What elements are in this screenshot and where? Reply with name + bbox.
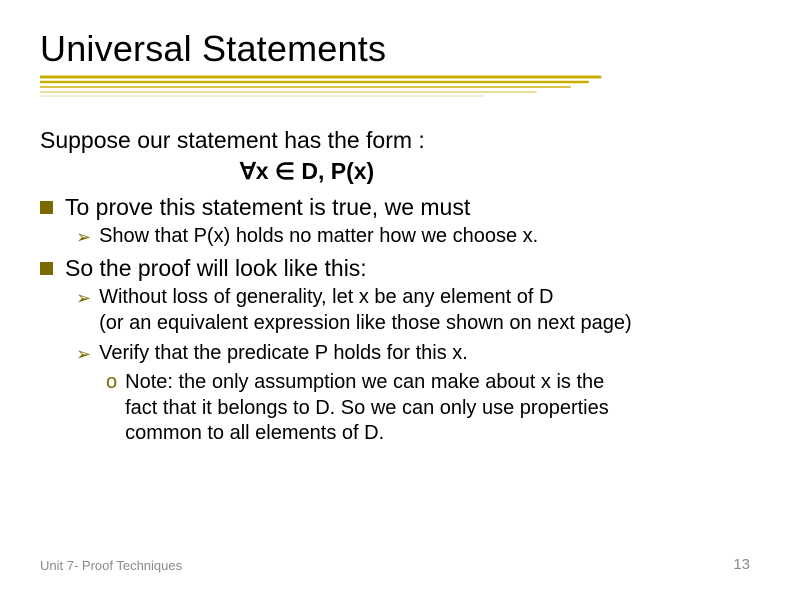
note-bullet: o Note: the only assumption we can make … bbox=[106, 370, 754, 447]
bullet-text: So the proof will look like this: bbox=[65, 254, 367, 283]
slide: Universal Statements Suppose our stateme… bbox=[0, 0, 794, 595]
slide-body: Suppose our statement has the form : ∀x … bbox=[40, 126, 754, 447]
slide-title: Universal Statements bbox=[40, 28, 754, 70]
page-number: 13 bbox=[733, 556, 750, 573]
bullet-prove: To prove this statement is true, we must bbox=[40, 193, 754, 222]
bullet-text: Without loss of generality, let x be any… bbox=[99, 285, 632, 336]
bullet-text: To prove this statement is true, we must bbox=[65, 193, 470, 222]
bullet-text: Note: the only assumption we can make ab… bbox=[125, 370, 609, 447]
text-line: Note: the only assumption we can make ab… bbox=[125, 371, 604, 393]
text-line: fact that it belongs to D. So we can onl… bbox=[125, 397, 609, 419]
subbullet-verify: ➢ Verify that the predicate P holds for … bbox=[76, 341, 754, 367]
title-underline bbox=[40, 74, 754, 100]
square-bullet-icon bbox=[40, 262, 53, 275]
bullet-text: Show that P(x) holds no matter how we ch… bbox=[99, 224, 538, 250]
square-bullet-icon bbox=[40, 201, 53, 214]
arrow-bullet-icon: ➢ bbox=[76, 343, 91, 366]
subbullet-show: ➢ Show that P(x) holds no matter how we … bbox=[76, 224, 754, 250]
circle-bullet-icon: o bbox=[106, 370, 117, 396]
bullet-proof-form: So the proof will look like this: bbox=[40, 254, 754, 283]
intro-text: Suppose our statement has the form : bbox=[40, 126, 754, 155]
formula-text: ∀x ∈ D, P(x) bbox=[40, 157, 754, 186]
text-line: (or an equivalent expression like those … bbox=[99, 312, 632, 334]
arrow-bullet-icon: ➢ bbox=[76, 287, 91, 310]
text-line: common to all elements of D. bbox=[125, 422, 384, 444]
subbullet-wlog: ➢ Without loss of generality, let x be a… bbox=[76, 285, 754, 336]
arrow-bullet-icon: ➢ bbox=[76, 226, 91, 249]
bullet-text: Verify that the predicate P holds for th… bbox=[99, 341, 468, 367]
text-line: Without loss of generality, let x be any… bbox=[99, 286, 553, 308]
footer-text: Unit 7- Proof Techniques bbox=[40, 558, 182, 573]
